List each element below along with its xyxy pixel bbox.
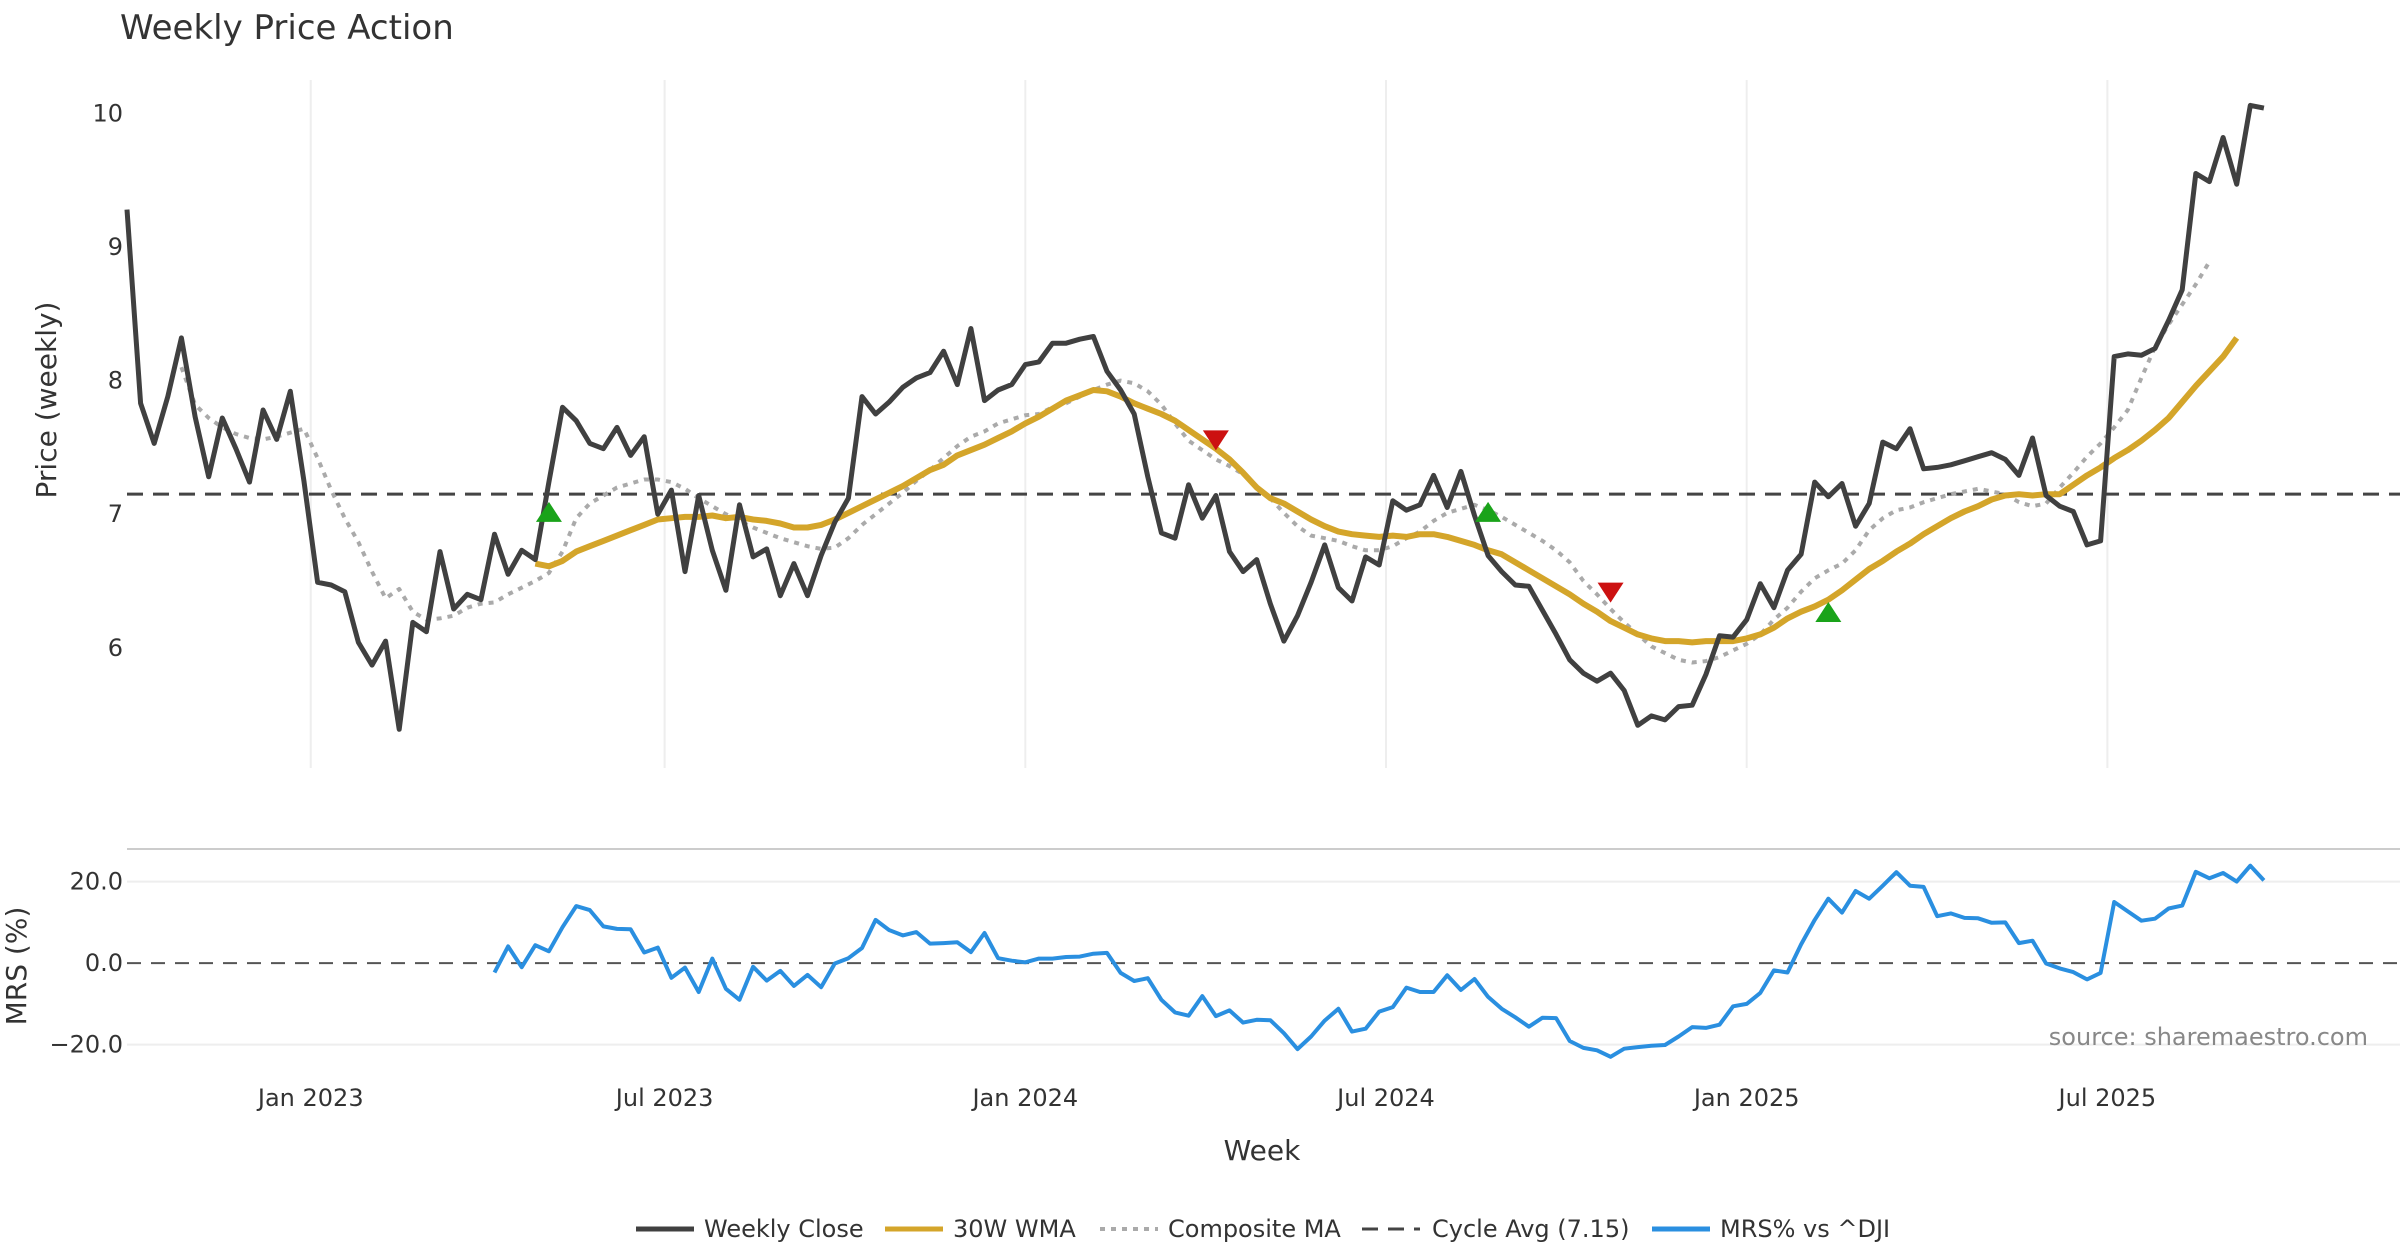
xtick-1: Jul 2023 xyxy=(614,1084,714,1112)
price-panel: 6 7 8 9 10 Price (weekly) xyxy=(30,80,2400,768)
x-tick-labels: Jan 2023 Jul 2023 Jan 2024 Jul 2024 Jan 2025… xyxy=(256,1084,2156,1112)
sell-signal-1 xyxy=(1597,582,1624,603)
price-ytick-9: 9 xyxy=(108,233,123,261)
legend-label-cycle: Cycle Avg (7.15) xyxy=(1432,1215,1629,1243)
mrs-ytick-1: 0.0 xyxy=(85,949,123,977)
xtick-3: Jul 2024 xyxy=(1335,1084,1435,1112)
buy-signal-1 xyxy=(1475,501,1502,522)
price-ytick-8: 8 xyxy=(108,367,123,395)
legend: Weekly Close 30W WMA Composite MA Cycle … xyxy=(636,1215,1890,1243)
mrs-ytick-2: −20.0 xyxy=(49,1031,123,1059)
sell-signal-0 xyxy=(1202,430,1229,451)
mrs-ytick-0: 20.0 xyxy=(70,868,123,896)
xtick-2: Jan 2024 xyxy=(970,1084,1078,1112)
xtick-4: Jan 2025 xyxy=(1692,1084,1800,1112)
signal-markers xyxy=(535,430,1842,623)
legend-label-close: Weekly Close xyxy=(704,1215,864,1243)
composite-ma-line xyxy=(179,260,2212,665)
mrs-y-tick-labels: 20.0 0.0 −20.0 xyxy=(49,868,123,1059)
price-ytick-6: 6 xyxy=(108,634,123,662)
xtick-0: Jan 2023 xyxy=(256,1084,364,1112)
buy-signal-2 xyxy=(1815,602,1842,623)
buy-signal-0 xyxy=(535,501,562,522)
price-ytick-10: 10 xyxy=(92,99,123,127)
price-y-tick-labels: 6 7 8 9 10 xyxy=(92,99,123,661)
source-note: source: sharemaestro.com xyxy=(2049,1023,2368,1051)
legend-label-composite: Composite MA xyxy=(1168,1215,1341,1243)
mrs-line xyxy=(492,863,2266,1059)
x-axis-label: Week xyxy=(1224,1134,1301,1167)
mrs-gridlines xyxy=(127,880,2400,1046)
chart-title: Weekly Price Action xyxy=(120,8,454,48)
legend-label-mrs: MRS% vs ^DJI xyxy=(1720,1215,1890,1243)
price-ytick-7: 7 xyxy=(108,500,123,528)
xtick-5: Jul 2025 xyxy=(2057,1084,2157,1112)
mrs-y-axis-label: MRS (%) xyxy=(0,907,33,1026)
legend-label-wma: 30W WMA xyxy=(953,1215,1076,1243)
weekly-close-line xyxy=(124,102,2265,732)
price-y-axis-label: Price (weekly) xyxy=(30,302,63,499)
mrs-panel: 20.0 0.0 −20.0 MRS (%) source: sharemaestr… xyxy=(0,848,2400,1059)
